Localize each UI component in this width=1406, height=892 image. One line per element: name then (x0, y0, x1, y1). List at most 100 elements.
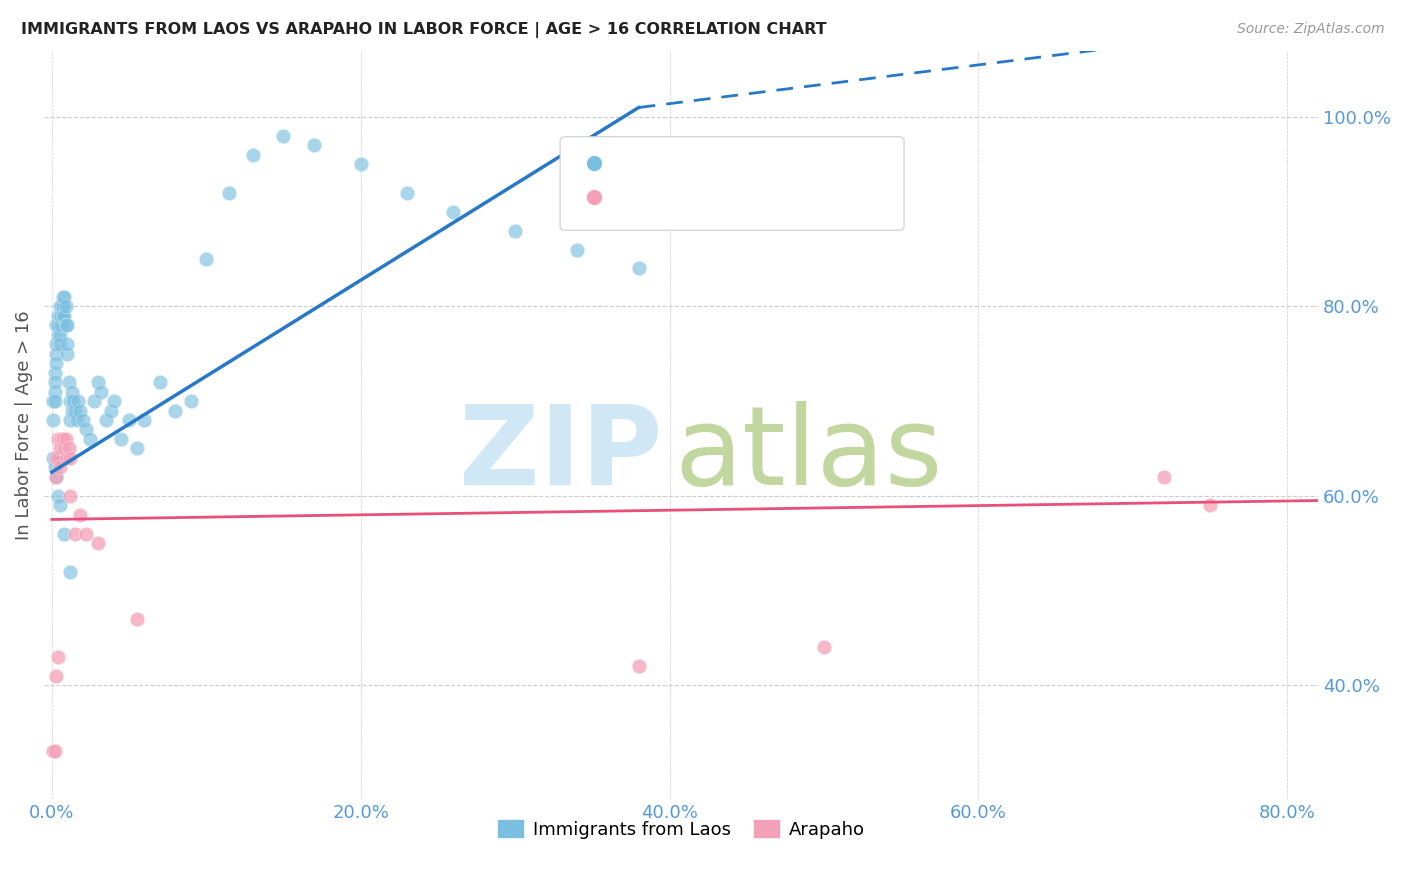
Point (304, 138, 326, 153)
Point (58, 442, 80, 456)
Point (45, 318, 67, 333)
Point (218, 186, 240, 200)
Point (60, 403, 83, 417)
Point (273, 128, 295, 143)
Point (65, 413, 87, 427)
Point (125, 612, 148, 626)
Point (395, 186, 418, 200)
Point (195, 252, 218, 266)
Point (46, 450, 69, 465)
Point (56, 318, 79, 333)
Point (72, 413, 94, 427)
Point (60, 384, 83, 399)
Point (52, 309, 75, 323)
Point (75, 422, 97, 436)
Point (53, 442, 76, 456)
Point (45, 470, 67, 484)
Point (59, 489, 82, 503)
Point (46, 432, 69, 446)
Point (44, 460, 66, 475)
Point (46, 318, 69, 333)
Point (503, 224, 526, 238)
Point (165, 403, 187, 417)
Text: R =: R = (633, 154, 671, 172)
Point (53, 526, 76, 541)
Point (46, 309, 69, 323)
Point (1153, 470, 1175, 484)
Point (59, 450, 82, 465)
Point (627, 261, 650, 276)
Point (134, 413, 156, 427)
Text: N =: N = (766, 154, 806, 172)
Point (48, 442, 70, 456)
Point (125, 442, 148, 456)
Point (69, 403, 91, 417)
Text: IMMIGRANTS FROM LAOS VS ARAPAHO IN LABOR FORCE | AGE > 16 CORRELATION CHART: IMMIGRANTS FROM LAOS VS ARAPAHO IN LABOR… (21, 22, 827, 38)
Text: atlas: atlas (675, 401, 943, 508)
Point (87, 536, 110, 550)
Point (44, 375, 66, 389)
Point (42, 450, 65, 465)
Point (55, 299, 77, 313)
Point (63, 403, 86, 417)
Point (52, 432, 75, 446)
Point (62, 394, 84, 409)
Point (100, 403, 122, 417)
Point (69, 508, 91, 522)
Point (45, 356, 67, 370)
Point (48, 337, 70, 351)
Point (627, 659, 650, 673)
Point (44, 744, 66, 758)
Point (48, 460, 70, 475)
Point (94, 413, 117, 427)
Text: ZIP: ZIP (458, 401, 662, 508)
FancyBboxPatch shape (560, 136, 904, 230)
Text: Source: ZipAtlas.com: Source: ZipAtlas.com (1237, 22, 1385, 37)
Point (813, 640, 835, 655)
Point (180, 394, 202, 409)
Point (56, 337, 79, 351)
Point (75, 526, 97, 541)
Point (53, 309, 76, 323)
Point (90, 384, 112, 399)
Text: 0.054: 0.054 (686, 187, 741, 205)
Point (79, 432, 101, 446)
Point (48, 327, 70, 342)
Point (56, 450, 79, 465)
Point (46, 489, 69, 503)
Point (45, 337, 67, 351)
Point (87, 375, 110, 389)
Point (42, 744, 65, 758)
Point (48, 498, 70, 512)
Point (46, 327, 69, 342)
Point (49, 299, 72, 313)
Text: 27: 27 (817, 187, 842, 205)
Point (44, 384, 66, 399)
Point (441, 204, 464, 219)
Point (56, 347, 79, 361)
Point (55, 432, 77, 446)
Point (44, 394, 66, 409)
Point (58, 375, 80, 389)
Text: N =: N = (766, 187, 806, 205)
Point (59, 565, 82, 579)
Point (110, 432, 132, 446)
Point (42, 413, 65, 427)
Y-axis label: In Labor Force | Age > 16: In Labor Force | Age > 16 (15, 310, 32, 540)
Legend: Immigrants from Laos, Arapaho: Immigrants from Laos, Arapaho (489, 812, 872, 846)
Point (63, 526, 86, 541)
Point (52, 299, 75, 313)
Point (53, 290, 76, 304)
Point (49, 318, 72, 333)
Point (59, 394, 82, 409)
Point (565, 243, 588, 257)
Point (48, 299, 70, 313)
Point (350, 157, 373, 171)
Point (45, 347, 67, 361)
Point (45, 450, 67, 465)
Point (52, 290, 75, 304)
Point (45, 669, 67, 683)
Point (42, 394, 65, 409)
Point (103, 394, 125, 409)
Point (242, 148, 264, 162)
